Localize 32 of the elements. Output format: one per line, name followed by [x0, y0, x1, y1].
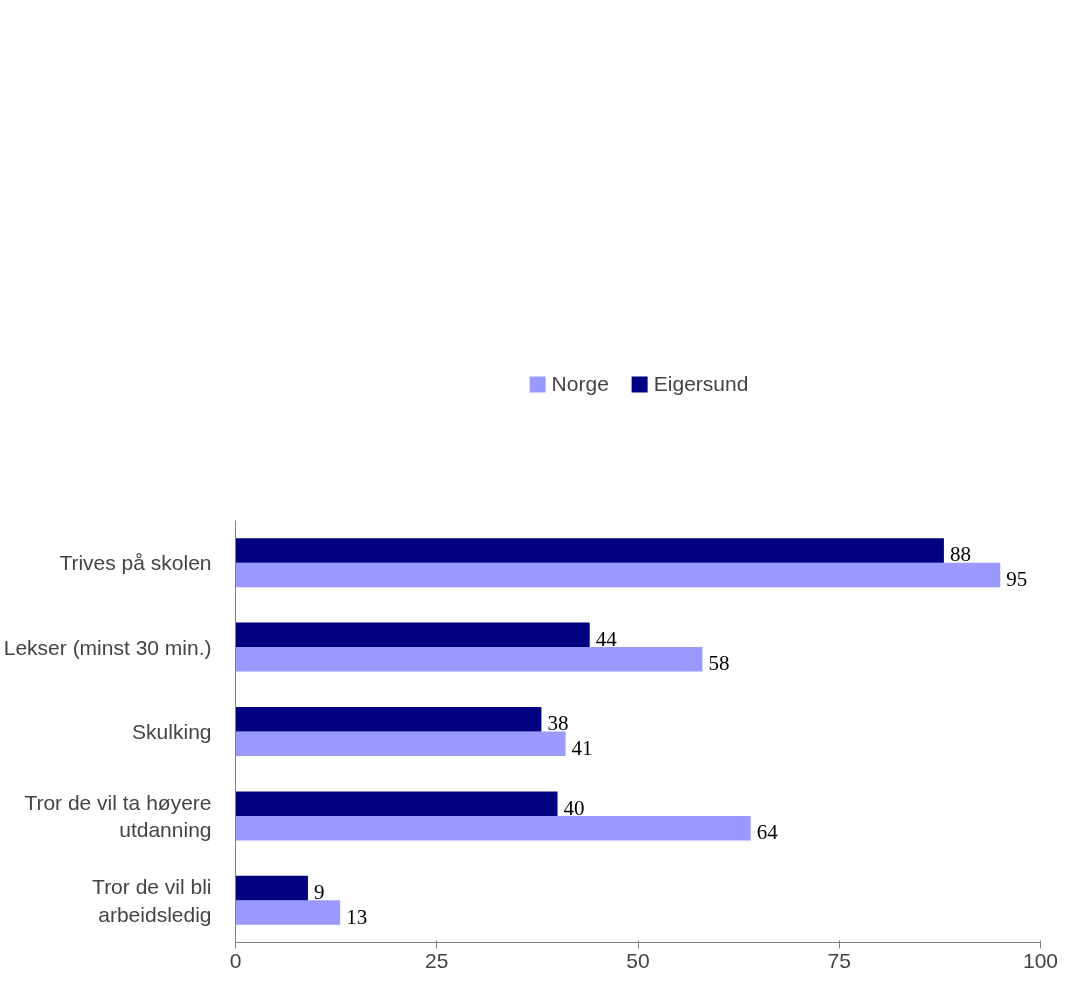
data-label: 9	[313, 880, 325, 905]
bar	[235, 562, 1001, 588]
y-tick-label: Tror de vil ta høyere utdanning	[24, 790, 212, 842]
bar	[235, 707, 542, 732]
bar	[235, 538, 944, 563]
y-tick-label: Trives på skolen	[59, 551, 212, 575]
bar	[235, 875, 308, 901]
data-label: 38	[547, 711, 569, 736]
x-tick-label: 25	[425, 948, 449, 972]
x-tick-label: 100	[1022, 948, 1059, 972]
data-label: 41	[571, 735, 593, 760]
data-label: 58	[708, 651, 730, 676]
bar	[235, 622, 590, 648]
data-label: 88	[949, 542, 971, 567]
data-label: 44	[595, 626, 618, 651]
bar	[235, 791, 558, 816]
x-tick-label: 0	[229, 948, 242, 972]
bar	[235, 815, 751, 841]
data-label: 13	[346, 904, 368, 929]
bar	[235, 731, 566, 756]
data-label: 95	[1006, 566, 1028, 591]
legend-label: Eigersund	[653, 372, 749, 396]
legend-label: Norge	[551, 372, 609, 396]
y-tick-label: Lekser (minst 30 min.)	[3, 635, 212, 659]
data-label: 64	[756, 820, 779, 845]
x-tick-label: 75	[827, 948, 851, 972]
x-tick-label: 50	[626, 948, 650, 972]
bar	[235, 900, 341, 925]
y-tick-label: Skulking	[132, 720, 212, 743]
bar	[235, 647, 703, 672]
data-label: 40	[563, 795, 585, 820]
y-tick-label: Tror de vil bli arbeidsledig	[92, 875, 212, 926]
